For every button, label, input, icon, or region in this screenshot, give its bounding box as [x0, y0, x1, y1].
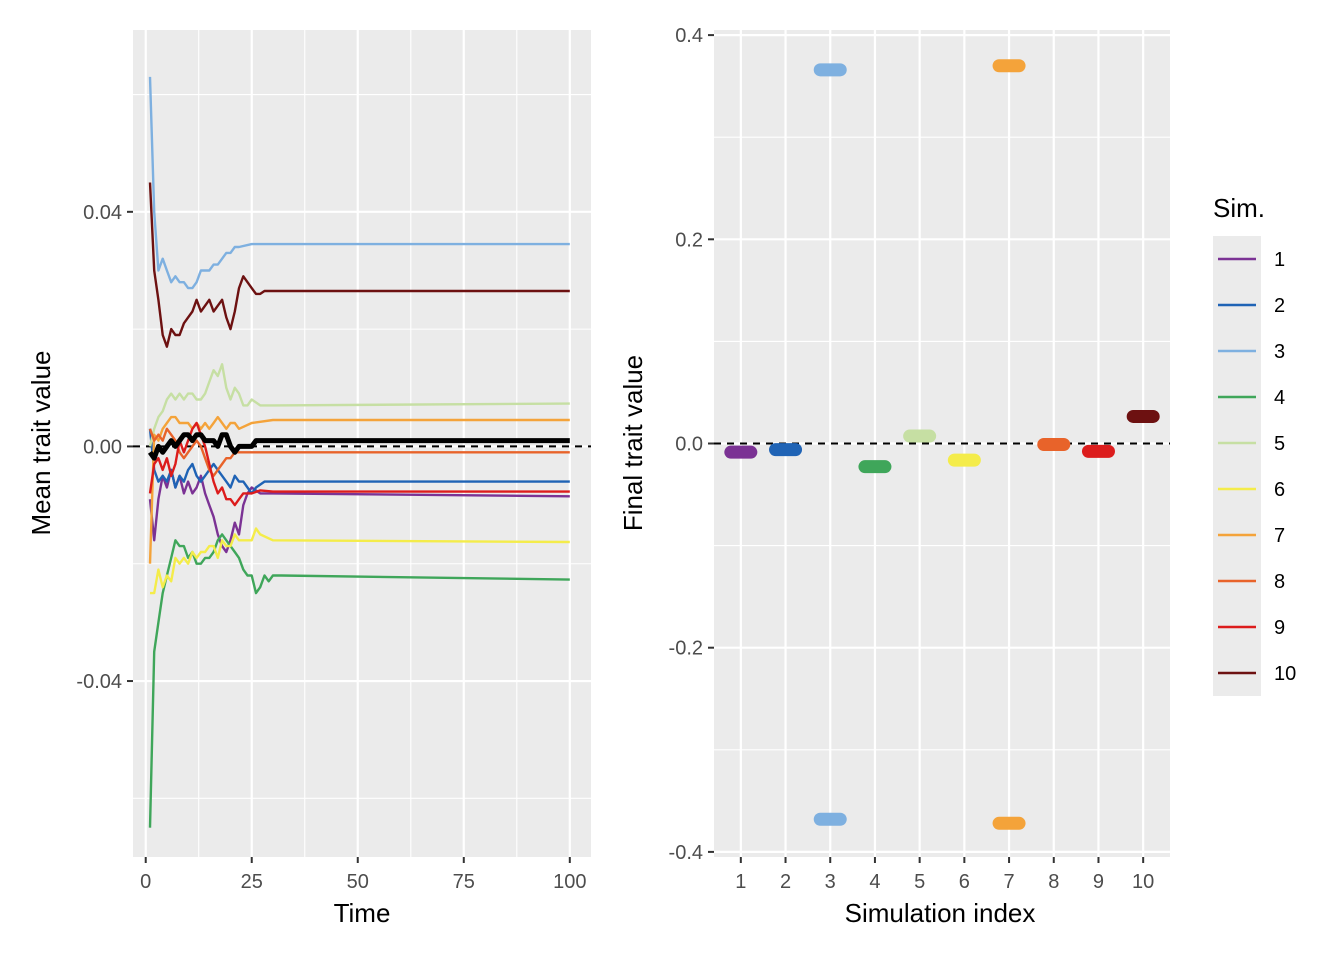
- time-series-panel: 0 25 50 75 100 -0.04 0.00 0.04 Time Mean trait …: [26, 30, 591, 928]
- final-values-panel: 1 2 3 4 5 6 7 8 9 10 -0.4 -0.2 0.0 0.2 0.4 Simulation …: [618, 25, 1170, 928]
- y-tick-label: -0.04: [76, 671, 122, 693]
- legend: Sim. 1 2 3 4 5 6 7 8 9 10: [1213, 193, 1296, 696]
- legend-key-background: [1213, 236, 1261, 696]
- x-tick-label: 7: [1003, 871, 1014, 893]
- y-tick-label: 0.4: [675, 25, 703, 47]
- series-line-6: [150, 527, 570, 595]
- x-tick-label: 5: [914, 871, 925, 893]
- legend-label-6: 6: [1274, 479, 1285, 501]
- legend-label-7: 7: [1274, 525, 1285, 547]
- y-tick-label: 0.04: [83, 202, 122, 224]
- x-tick-label: 1: [735, 871, 746, 893]
- y-tick-label: 0.0: [675, 434, 703, 456]
- series-line-8: [148, 427, 570, 477]
- x-tick-label: 10: [1132, 871, 1154, 893]
- series-lines: [133, 76, 591, 828]
- series-line-4: [148, 533, 570, 828]
- points: [714, 59, 1170, 830]
- grid-lines: [133, 30, 591, 857]
- x-tick-label: 75: [453, 871, 475, 893]
- x-tick-label: 25: [241, 871, 263, 893]
- x-axis-title: Time: [334, 898, 391, 928]
- series-line-9: [148, 421, 570, 507]
- y-tick-label: 0.2: [675, 229, 703, 251]
- x-tick-label: 3: [825, 871, 836, 893]
- series-line-7: [148, 415, 570, 564]
- panel-background: [133, 30, 591, 857]
- y-tick-label: -0.2: [669, 638, 703, 660]
- x-tick-label: 4: [869, 871, 880, 893]
- x-tick-label: 2: [780, 871, 791, 893]
- legend-label-5: 5: [1274, 433, 1285, 455]
- series-line-10: [148, 182, 570, 348]
- legend-label-1: 1: [1274, 249, 1285, 271]
- x-axis-title: Simulation index: [845, 898, 1036, 928]
- legend-label-2: 2: [1274, 295, 1285, 317]
- legend-label-4: 4: [1274, 387, 1285, 409]
- x-tick-label: 6: [959, 871, 970, 893]
- mean-series-line: [147, 432, 570, 461]
- legend-label-3: 3: [1274, 341, 1285, 363]
- axis-ticks: 1 2 3 4 5 6 7 8 9 10 -0.4 -0.2 0.0 0.2 0.4: [669, 25, 1155, 893]
- legend-label-9: 9: [1274, 617, 1285, 639]
- y-tick-label: -0.4: [669, 842, 703, 864]
- legend-label-10: 10: [1274, 663, 1296, 685]
- x-tick-label: 0: [140, 871, 151, 893]
- legend-entries: 1 2 3 4 5 6 7 8 9 10: [1218, 249, 1296, 685]
- y-axis-title: Mean trait value: [26, 351, 56, 536]
- series-line-5: [148, 363, 570, 447]
- legend-label-8: 8: [1274, 571, 1285, 593]
- x-tick-label: 8: [1048, 871, 1059, 893]
- y-tick-label: 0.00: [83, 436, 122, 458]
- legend-title: Sim.: [1213, 193, 1265, 223]
- x-tick-label: 50: [347, 871, 369, 893]
- x-tick-label: 9: [1093, 871, 1104, 893]
- axis-ticks: 0 25 50 75 100 -0.04 0.00 0.04: [76, 202, 586, 893]
- x-tick-label: 100: [553, 871, 586, 893]
- series-line-3: [148, 76, 570, 290]
- y-axis-title: Final trait value: [618, 355, 648, 531]
